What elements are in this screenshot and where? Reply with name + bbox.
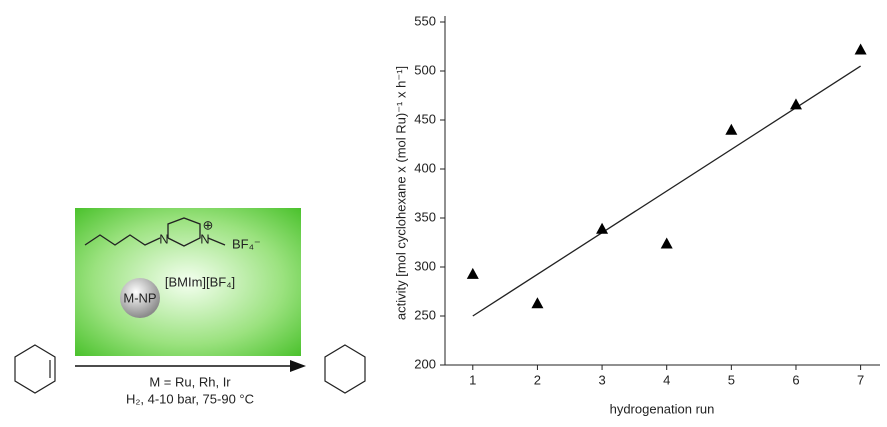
atom: N [159, 231, 168, 246]
data-point [725, 123, 738, 135]
data-point [596, 222, 609, 234]
nanoparticle [120, 278, 160, 318]
conditions: H₂, 4-10 bar, 75-90 °C [126, 391, 254, 406]
data-point [531, 297, 544, 309]
y-tick-label: 450 [414, 111, 436, 126]
x-tick-label: 5 [728, 372, 735, 387]
y-tick-label: 200 [414, 356, 436, 371]
data-point [660, 237, 673, 249]
anion: BF₄⁻ [232, 236, 261, 251]
arrow-head [290, 360, 306, 372]
data-point [466, 267, 479, 279]
x-tick-label: 7 [857, 372, 864, 387]
y-tick-label: 350 [414, 209, 436, 224]
y-tick-label: 250 [414, 307, 436, 322]
ionic-liquid-box [75, 208, 301, 356]
x-axis-label: hydrogenation run [610, 401, 715, 416]
nanoparticle-label: M-NP [123, 290, 156, 305]
cyclohexene [14, 344, 56, 394]
imidazolium [84, 217, 226, 247]
y-tick-label: 300 [414, 258, 436, 273]
x-tick-label: 2 [534, 372, 541, 387]
cyclohexane [324, 344, 366, 394]
data-point [854, 43, 867, 55]
data-point [789, 98, 802, 110]
y-tick-label: 550 [414, 13, 436, 28]
ionic-liquid-label: [BMIm][BF₄] [165, 274, 235, 289]
y-tick-label: 500 [414, 62, 436, 77]
x-tick-label: 6 [792, 372, 799, 387]
x-tick-label: 3 [598, 372, 605, 387]
charge: ⊕ [203, 217, 214, 232]
atom: N [200, 231, 209, 246]
y-axis-label: activity [mol cyclohexane x (mol Ru)⁻¹ x… [393, 66, 408, 320]
x-tick-label: 1 [469, 372, 476, 387]
y-tick-label: 400 [414, 160, 436, 175]
x-tick-label: 4 [663, 372, 670, 387]
trend-line [472, 65, 861, 317]
conditions: M = Ru, Rh, Ir [149, 374, 231, 389]
